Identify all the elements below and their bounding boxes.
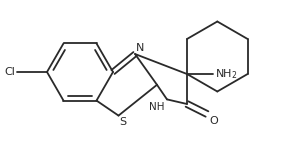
Text: N: N — [136, 43, 144, 53]
Text: O: O — [209, 116, 218, 126]
Text: NH$_2$: NH$_2$ — [215, 67, 237, 81]
Text: Cl: Cl — [4, 67, 15, 77]
Text: NH: NH — [148, 102, 164, 112]
Text: S: S — [120, 117, 127, 127]
